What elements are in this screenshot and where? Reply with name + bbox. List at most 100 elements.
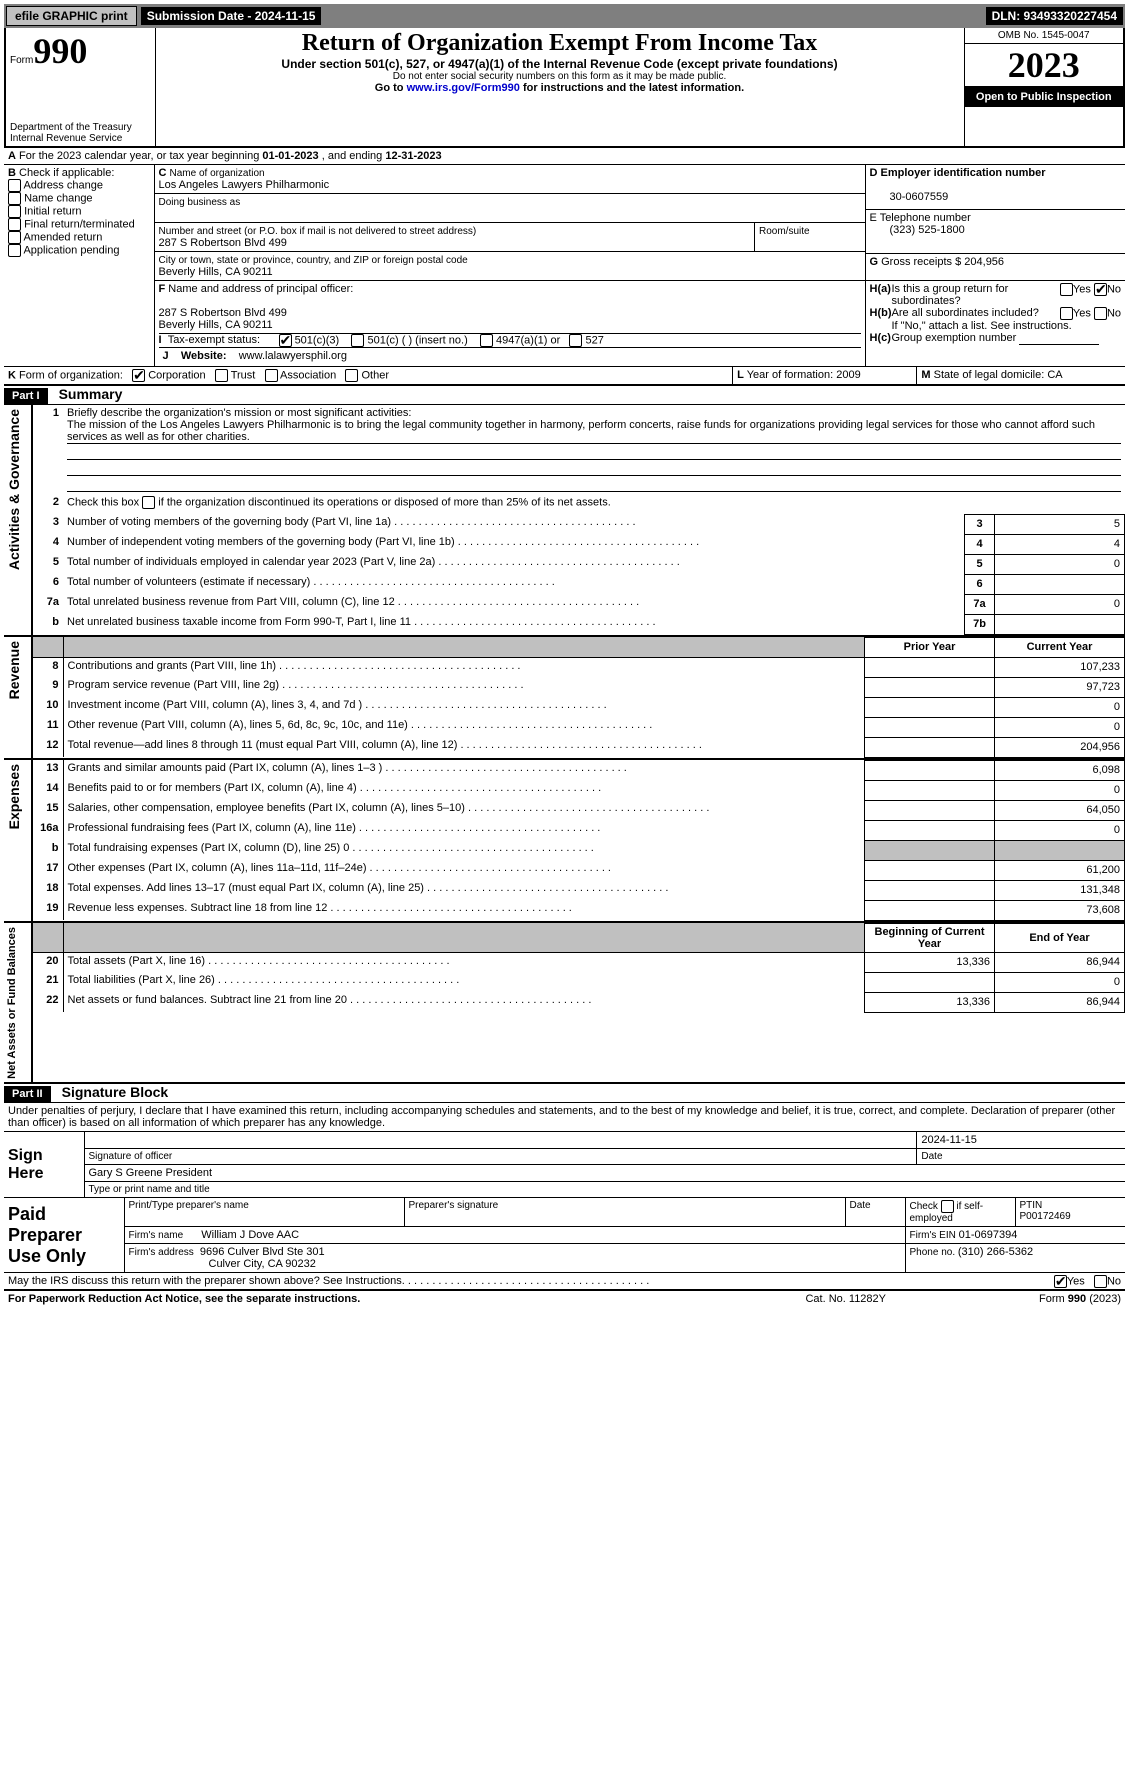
line-num: 7a — [47, 596, 59, 608]
prior-val: 13,336 — [865, 992, 995, 1012]
paid-prep-label: Paid Preparer Use Only — [4, 1198, 124, 1273]
checkbox-hb-yes[interactable] — [1060, 307, 1073, 320]
line-desc: Professional fundraising fees (Part IX, … — [68, 822, 356, 834]
phone-value: (323) 525-1800 — [870, 224, 965, 236]
check-self-a: Check — [910, 1201, 941, 1212]
prior-val — [865, 657, 995, 677]
date-label: Date — [917, 1149, 1125, 1165]
b-item-label: Address change — [23, 179, 103, 191]
line2-num: 2 — [53, 496, 59, 508]
line-num: 3 — [53, 516, 59, 528]
line2-text-a: Check this box — [67, 496, 142, 508]
checkbox-527[interactable] — [569, 334, 582, 347]
part2-header: Part II — [4, 1086, 51, 1102]
cur-val: 0 — [995, 972, 1125, 992]
vlabel-netassets: Net Assets or Fund Balances — [4, 923, 20, 1083]
ssn-warning: Do not enter social security numbers on … — [160, 71, 960, 82]
checkbox-assoc[interactable] — [265, 369, 278, 382]
checkbox-b-1[interactable] — [8, 192, 21, 205]
checkbox-b-4[interactable] — [8, 231, 21, 244]
checkbox-b-5[interactable] — [8, 244, 21, 257]
irs-link[interactable]: www.irs.gov/Form990 — [407, 82, 520, 94]
line-num: 6 — [53, 576, 59, 588]
checkbox-501c3[interactable] — [279, 334, 292, 347]
k-assoc: Association — [280, 369, 336, 381]
checkbox-b-2[interactable] — [8, 205, 21, 218]
line-box: 3 — [965, 514, 995, 534]
line-desc: Benefits paid to or for members (Part IX… — [68, 782, 357, 794]
checkbox-self-employed[interactable] — [941, 1200, 954, 1213]
part1-title: Summary — [51, 386, 123, 402]
open-public-label: Open to Public Inspection — [965, 87, 1124, 107]
label-g: G — [870, 256, 879, 268]
cur-val: 86,944 — [995, 992, 1125, 1012]
checkbox-501c[interactable] — [351, 334, 364, 347]
f-text: Name and address of principal officer: — [168, 283, 353, 295]
line-desc: Total number of volunteers (estimate if … — [67, 576, 310, 588]
checkbox-discuss-yes[interactable] — [1054, 1275, 1067, 1288]
firm-ein: 01-0697394 — [959, 1229, 1018, 1241]
line-desc: Grants and similar amounts paid (Part IX… — [68, 762, 383, 774]
hc-text: Group exemption number — [892, 332, 1020, 344]
prior-val — [865, 717, 995, 737]
checkbox-hb-no[interactable] — [1094, 307, 1107, 320]
checkbox-b-3[interactable] — [8, 218, 21, 231]
checkbox-corp[interactable] — [132, 369, 145, 382]
line-val: 4 — [995, 534, 1125, 554]
i-501c3: 501(c)(3) — [295, 334, 340, 346]
line-desc: Program service revenue (Part VIII, line… — [68, 679, 280, 691]
i-text: Tax-exempt status: — [168, 334, 260, 346]
cur-val: 61,200 — [995, 860, 1125, 880]
vlabel-activities: Activities & Governance — [4, 405, 24, 574]
line-num: 20 — [46, 955, 58, 967]
k-corp: Corporation — [148, 369, 205, 381]
sig-officer-label: Signature of officer — [85, 1149, 917, 1165]
cur-val: 204,956 — [995, 737, 1125, 757]
cur-val: 107,233 — [995, 657, 1125, 677]
cur-val: 6,098 — [995, 760, 1125, 780]
line1-text: Briefly describe the organization's miss… — [67, 407, 411, 419]
checkbox-b-0[interactable] — [8, 179, 21, 192]
checkbox-discontinued[interactable] — [142, 496, 155, 509]
line-desc: Revenue less expenses. Subtract line 18 … — [68, 902, 328, 914]
l-text: Year of formation: — [747, 369, 836, 381]
line-val: 5 — [995, 514, 1125, 534]
department-label: Department of the Treasury Internal Reve… — [10, 122, 151, 144]
m-val: CA — [1047, 369, 1062, 381]
submission-date: Submission Date - 2024-11-15 — [141, 7, 322, 25]
line-desc: Total assets (Part X, line 16) — [68, 955, 206, 967]
line-desc: Other revenue (Part VIII, column (A), li… — [68, 719, 408, 731]
checkbox-trust[interactable] — [215, 369, 228, 382]
form-prefix: Form — [10, 55, 33, 66]
label-hc: H(c) — [870, 332, 891, 344]
firm-name: William J Dove AAC — [201, 1229, 299, 1241]
firm-addr-label: Firm's address — [129, 1247, 194, 1258]
efile-print-button[interactable]: efile GRAPHIC print — [6, 6, 137, 26]
prior-val: 13,336 — [865, 952, 995, 972]
phone-label: E Telephone number — [870, 212, 971, 224]
checkbox-ha-no[interactable] — [1094, 283, 1107, 296]
line-num: b — [52, 842, 59, 854]
hb-text: Are all subordinates included? — [892, 307, 1060, 320]
line-val — [995, 574, 1125, 594]
checkbox-other[interactable] — [345, 369, 358, 382]
no-label: No — [1107, 283, 1121, 295]
line-box: 7b — [965, 614, 995, 634]
c-name-label: Name of organization — [170, 168, 265, 179]
col-prior: Prior Year — [904, 641, 956, 653]
b-item-label: Name change — [24, 192, 93, 204]
cur-val: 86,944 — [995, 952, 1125, 972]
label-a: A — [8, 150, 16, 162]
gross-receipts-label: Gross receipts $ — [881, 256, 961, 268]
checkbox-ha-yes[interactable] — [1060, 283, 1073, 296]
prior-val — [865, 800, 995, 820]
a-text-pre: For the 2023 calendar year, or tax year … — [19, 150, 262, 162]
line-box: 5 — [965, 554, 995, 574]
form-subtitle: Under section 501(c), 527, or 4947(a)(1)… — [160, 57, 960, 71]
b-item-label: Initial return — [24, 205, 81, 217]
checkbox-discuss-no[interactable] — [1094, 1275, 1107, 1288]
line-box: 4 — [965, 534, 995, 554]
checkbox-4947[interactable] — [480, 334, 493, 347]
a-begin-date: 01-01-2023 — [262, 150, 318, 162]
tax-year: 2023 — [965, 44, 1124, 87]
